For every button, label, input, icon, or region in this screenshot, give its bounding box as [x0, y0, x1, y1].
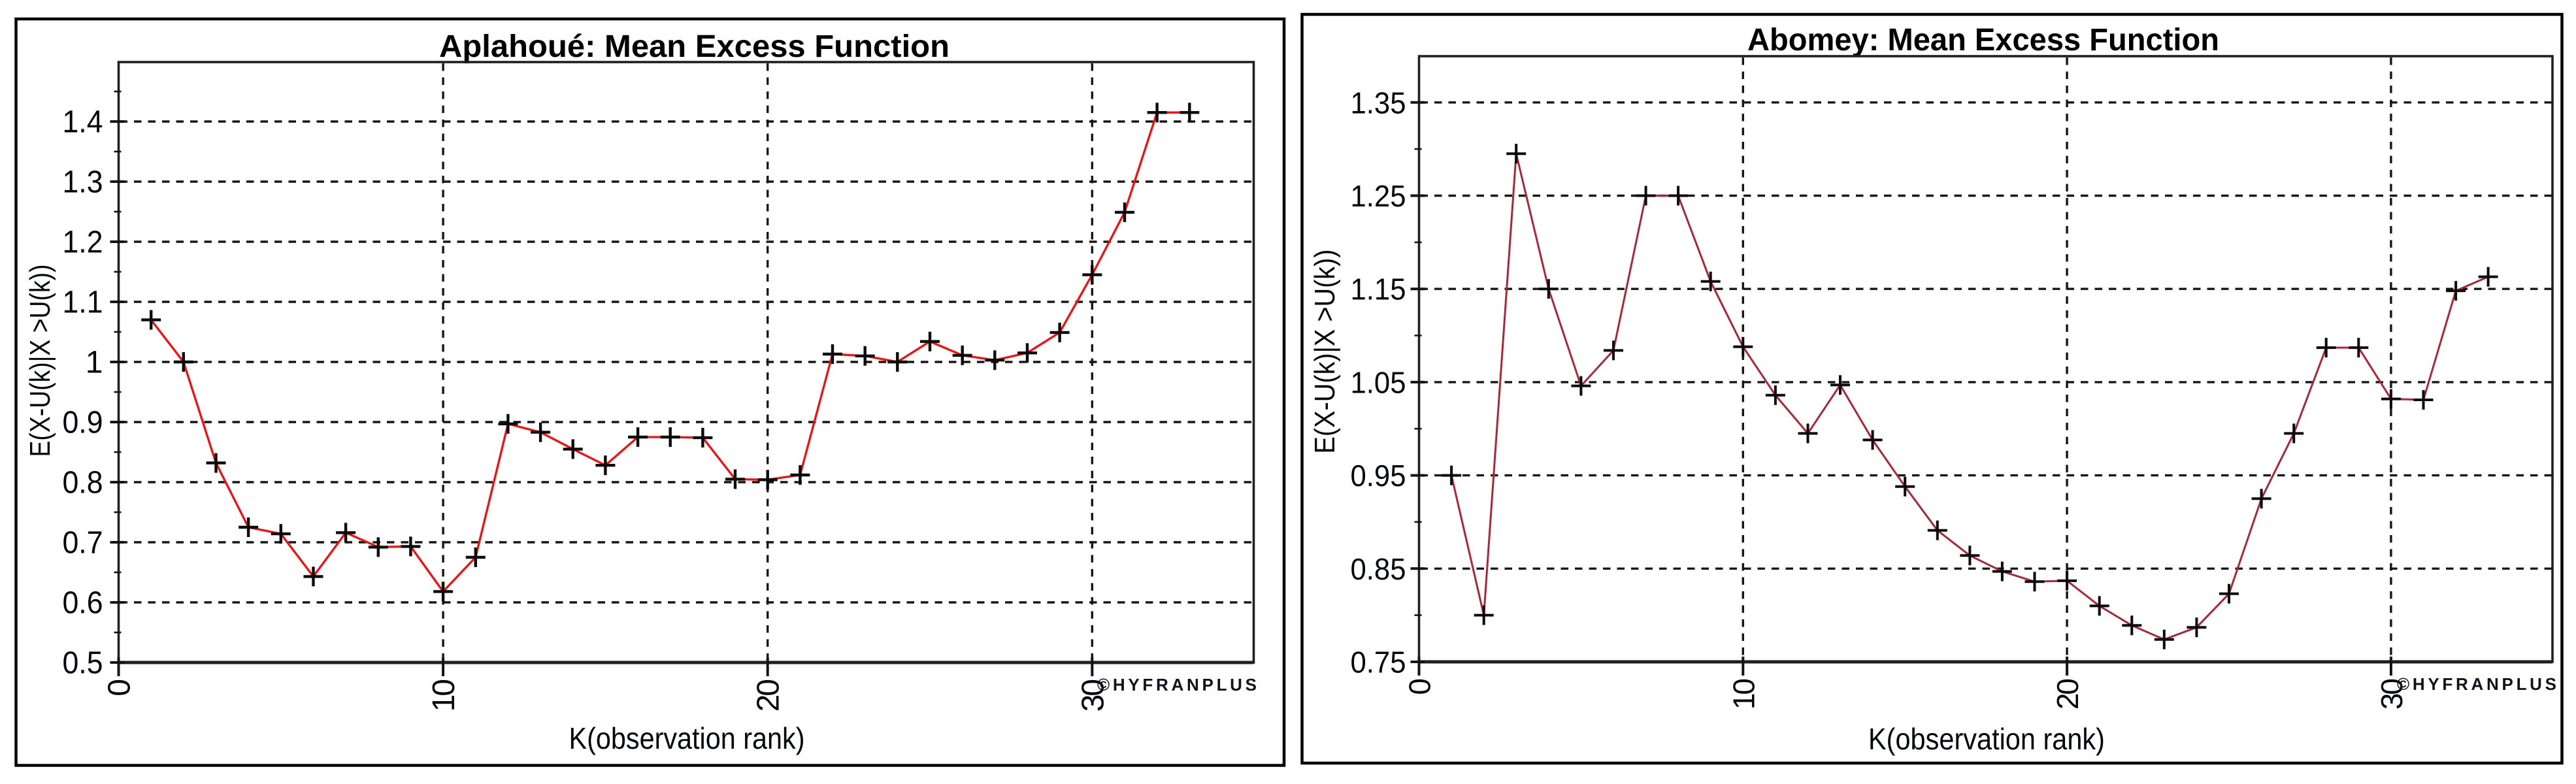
svg-text:1.3: 1.3 — [63, 165, 103, 200]
svg-text:10: 10 — [1726, 679, 1760, 710]
svg-text:E(X-U(k)|X >U(k)): E(X-U(k)|X >U(k)) — [24, 265, 56, 457]
svg-text:20: 20 — [751, 680, 786, 712]
svg-text:1.2: 1.2 — [63, 225, 103, 260]
svg-text:Aplahoué: Mean Excess Function: Aplahoué: Mean Excess Function — [439, 29, 949, 64]
svg-text:0.9: 0.9 — [63, 406, 103, 440]
svg-text:©HYFRANPLUS: ©HYFRANPLUS — [2397, 674, 2556, 694]
svg-text:0.8: 0.8 — [63, 466, 103, 500]
svg-text:1.1: 1.1 — [63, 286, 103, 320]
svg-text:Abomey: Mean Excess Function: Abomey: Mean Excess Function — [1747, 23, 2219, 57]
svg-text:20: 20 — [2051, 679, 2085, 710]
svg-text:0: 0 — [103, 680, 137, 696]
svg-text:0.6: 0.6 — [63, 586, 103, 621]
svg-text:0.7: 0.7 — [63, 526, 103, 561]
svg-text:30: 30 — [2375, 679, 2409, 710]
svg-text:1.15: 1.15 — [1351, 272, 1406, 306]
svg-text:1: 1 — [86, 346, 103, 380]
svg-text:1.4: 1.4 — [63, 105, 103, 140]
svg-text:K(observation rank): K(observation rank) — [569, 721, 805, 755]
svg-text:0.85: 0.85 — [1351, 552, 1406, 586]
svg-text:©HYFRANPLUS: ©HYFRANPLUS — [1097, 675, 1257, 694]
svg-text:1.35: 1.35 — [1351, 86, 1406, 120]
svg-text:1.05: 1.05 — [1351, 365, 1406, 399]
svg-text:0.95: 0.95 — [1351, 459, 1406, 493]
svg-text:E(X-U(k)|X >U(k)): E(X-U(k)|X >U(k)) — [1309, 250, 1341, 454]
svg-text:0.75: 0.75 — [1351, 645, 1406, 679]
svg-text:10: 10 — [427, 680, 461, 712]
svg-text:K(observation rank): K(observation rank) — [1868, 722, 2105, 756]
svg-text:30: 30 — [1076, 680, 1110, 712]
svg-text:0: 0 — [1403, 679, 1437, 695]
svg-text:1.25: 1.25 — [1351, 179, 1406, 213]
svg-text:0.5: 0.5 — [63, 646, 103, 681]
